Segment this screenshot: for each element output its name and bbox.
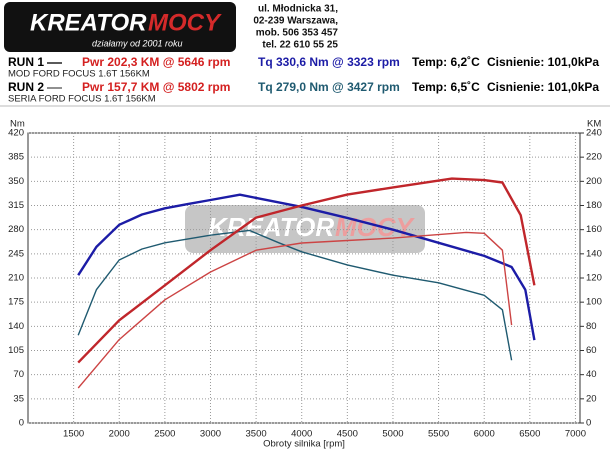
x-tick-label: 7000 <box>565 429 586 440</box>
data-line <box>77 193 536 341</box>
y-tick-label: 70 <box>13 369 24 380</box>
y-tick-label: 105 <box>8 345 24 356</box>
x-tick-label: 6000 <box>474 429 495 440</box>
run-label: RUN 2 <box>8 80 44 94</box>
run-pressure: Cisnienie: 101,0kPa <box>487 80 599 94</box>
x-tick-label: 5000 <box>382 429 403 440</box>
y2-axis-title: KM <box>587 119 601 130</box>
logo-accent: MOCY <box>148 9 222 36</box>
y-tick-label: 350 <box>8 176 24 187</box>
x-tick-label: 2000 <box>109 429 130 440</box>
y2-tick-label: 220 <box>586 152 602 163</box>
x-tick-label: 3000 <box>200 429 221 440</box>
data-line <box>77 231 513 389</box>
data-line <box>77 177 536 364</box>
data-line <box>77 229 513 361</box>
run-torque: Tq 279,0 Nm @ 3427 rpm <box>258 80 400 94</box>
y-tick-label: 35 <box>13 393 24 404</box>
x-tick-label: 4000 <box>291 429 312 440</box>
y-tick-label: 420 <box>8 128 24 139</box>
run-car: SERIA FORD FOCUS 1.6T 156KM <box>8 94 156 105</box>
address: tel. 22 610 55 25 <box>262 40 338 51</box>
run-temp: Temp: 6,5˚C <box>412 80 480 94</box>
run-temp: Temp: 6,2˚C <box>412 55 480 69</box>
y-tick-label: 280 <box>8 224 24 235</box>
y-tick-label: 0 <box>19 418 24 429</box>
y2-tick-label: 100 <box>586 297 602 308</box>
run-pressure: Cisnienie: 101,0kPa <box>487 55 599 69</box>
x-tick-label: 5500 <box>428 429 449 440</box>
y-tick-label: 385 <box>8 152 24 163</box>
y-tick-label: 140 <box>8 321 24 332</box>
run-label: RUN 1 <box>8 55 44 69</box>
y2-tick-label: 140 <box>586 248 602 259</box>
tagline: działamy od 2001 roku <box>92 38 183 48</box>
address: 02-239 Warszawa, <box>253 16 338 27</box>
y-axis-title: Nm <box>10 119 25 130</box>
x-tick-label: 1500 <box>63 429 84 440</box>
y2-tick-label: 60 <box>586 345 597 356</box>
y-tick-label: 245 <box>8 248 24 259</box>
x-axis-title: Obroty silnika [rpm] <box>263 439 345 450</box>
y2-tick-label: 40 <box>586 369 597 380</box>
y2-tick-label: 180 <box>586 200 602 211</box>
run-power: Pwr 202,3 KM @ 5646 rpm <box>82 55 230 69</box>
y2-tick-label: 20 <box>586 393 597 404</box>
y-tick-label: 315 <box>8 200 24 211</box>
logo-box <box>4 2 236 52</box>
x-tick-label: 6500 <box>519 429 540 440</box>
address: mob. 506 353 457 <box>256 28 339 39</box>
y2-tick-label: 80 <box>586 321 597 332</box>
y2-tick-label: 240 <box>586 128 602 139</box>
run-car: MOD FORD FOCUS 1.6T 156KM <box>8 69 150 80</box>
logo-main: KREATOR <box>30 9 147 36</box>
y-tick-label: 210 <box>8 273 24 284</box>
address: ul. Młodnicka 31, <box>258 4 338 15</box>
y2-tick-label: 200 <box>586 176 602 187</box>
y2-tick-label: 160 <box>586 224 602 235</box>
x-tick-label: 2500 <box>154 429 175 440</box>
x-tick-label: 3500 <box>246 429 267 440</box>
y2-tick-label: 120 <box>586 273 602 284</box>
run-power: Pwr 157,7 KM @ 5802 rpm <box>82 80 230 94</box>
y2-tick-label: 0 <box>586 418 591 429</box>
watermark-box <box>185 205 425 253</box>
run-torque: Tq 330,6 Nm @ 3323 rpm <box>258 55 400 69</box>
y-tick-label: 175 <box>8 297 24 308</box>
x-tick-label: 4500 <box>337 429 358 440</box>
